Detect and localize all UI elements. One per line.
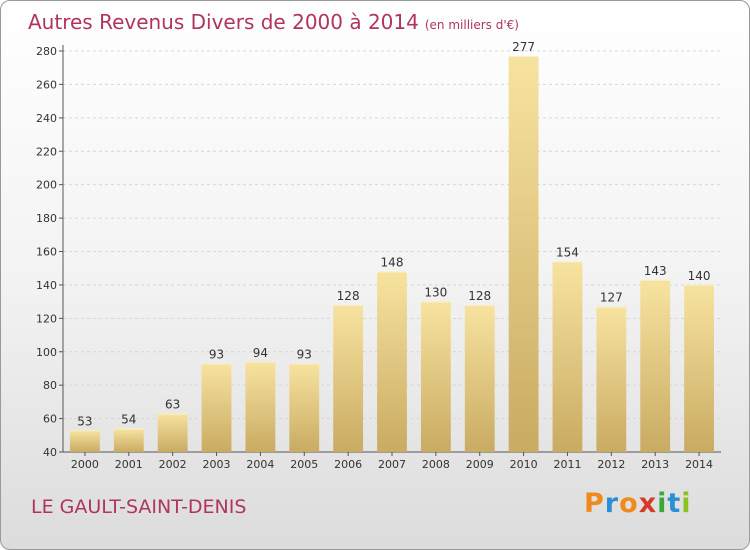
x-tick-label: 2005 [290, 458, 318, 471]
y-tick-label: 280 [36, 45, 57, 58]
x-tick-label: 2013 [641, 458, 669, 471]
data-labels: 53 54 63 93 94 93 128 148 130 128 277 154 127 143 140 [77, 40, 710, 428]
data-label: 94 [253, 346, 268, 360]
x-tick-label: 2003 [203, 458, 231, 471]
logo-letter: i [657, 488, 668, 519]
data-label: 128 [468, 289, 491, 303]
x-tick-label: 2007 [378, 458, 406, 471]
data-label: 154 [556, 246, 579, 260]
y-tick-label: 40 [43, 446, 57, 459]
bar [464, 304, 495, 452]
chart-title: Autres Revenus Divers de 2000 à 2014 (en … [28, 10, 519, 34]
data-label: 63 [165, 398, 180, 412]
data-label: 128 [337, 289, 360, 303]
y-tick-label: 240 [36, 112, 57, 125]
bar [640, 279, 671, 452]
x-tick-label: 2009 [466, 458, 494, 471]
y-tick-label: 200 [36, 179, 57, 192]
data-label: 54 [121, 413, 136, 427]
y-tick-label: 60 [43, 413, 57, 426]
bar [113, 428, 144, 452]
y-tick-label: 140 [36, 279, 57, 292]
y-tick-label: 260 [36, 78, 57, 91]
data-label: 143 [644, 264, 667, 278]
x-tick-label: 2008 [422, 458, 450, 471]
x-tick-label: 2014 [685, 458, 713, 471]
bar [70, 430, 100, 452]
data-label: 127 [600, 291, 623, 305]
x-tick-label: 2001 [115, 458, 143, 471]
y-tick-label: 100 [36, 346, 57, 359]
data-label: 140 [688, 269, 711, 283]
bar [596, 306, 627, 452]
commune-name: LE GAULT-SAINT-DENIS [31, 496, 247, 518]
y-tick-label: 120 [36, 312, 57, 325]
logo-letter: r [604, 488, 620, 519]
data-label: 53 [77, 414, 92, 428]
y-tick-label: 80 [43, 379, 57, 392]
x-tick-label: 2002 [159, 458, 187, 471]
y-tick-label: 180 [36, 212, 57, 225]
chart-unit: (en milliers d'€) [424, 18, 519, 32]
logo-letter: x [638, 488, 658, 519]
data-label: 277 [512, 40, 535, 54]
bar [245, 361, 276, 452]
x-tick-label: 2010 [510, 458, 538, 471]
bar [508, 56, 539, 452]
bar [552, 261, 583, 452]
y-tick-label: 220 [36, 145, 57, 158]
x-tick-label: 2000 [71, 458, 99, 471]
x-tick-label: 2004 [246, 458, 274, 471]
data-label: 93 [209, 347, 224, 361]
y-tick-label: 160 [36, 246, 57, 259]
bars [70, 56, 714, 452]
data-label: 130 [424, 286, 447, 300]
data-label: 148 [381, 256, 404, 270]
bar [377, 271, 407, 452]
data-label: 93 [297, 347, 312, 361]
bar [333, 304, 364, 452]
bar [289, 363, 320, 452]
bar [420, 301, 451, 452]
x-tick-label: 2011 [553, 458, 581, 471]
x-tick-label: 2012 [597, 458, 625, 471]
logo-letter: o [619, 488, 639, 519]
logo-letter: i [681, 488, 692, 519]
proxiti-logo: Proxiti [584, 488, 692, 519]
logo-letter: t [667, 488, 682, 519]
x-tick-label: 2006 [334, 458, 362, 471]
chart-title-text: Autres Revenus Divers de 2000 à 2014 [28, 10, 419, 34]
bar [684, 284, 714, 452]
bar [157, 413, 188, 452]
bar [201, 363, 232, 452]
logo-letter: P [584, 488, 605, 519]
